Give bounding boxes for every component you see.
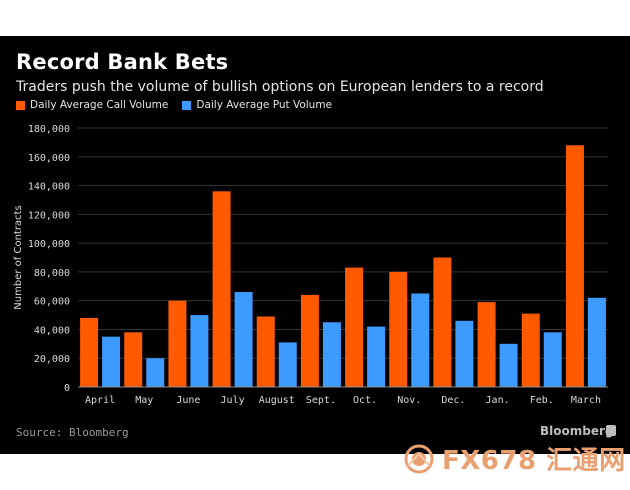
watermark: FX678 汇通网 [404, 440, 626, 477]
y-tick-label: 40,000 [34, 325, 70, 336]
x-tick-label: Sept. [306, 395, 336, 406]
bar-put [278, 342, 297, 387]
legend-label-call: Daily Average Call Volume [30, 99, 169, 111]
y-tick-label: 80,000 [34, 268, 70, 279]
bar-call [565, 145, 584, 387]
bar-put [322, 322, 341, 387]
y-tick-label: 140,000 [28, 182, 70, 193]
bar-call [124, 332, 143, 387]
bar-put [499, 343, 518, 387]
x-tick-label: May [135, 395, 153, 406]
y-axis-label: Number of Contracts [13, 205, 24, 309]
bar-call [168, 300, 187, 387]
bar-call [477, 302, 496, 387]
call-swatch [16, 100, 25, 110]
bar-call [389, 271, 408, 387]
bar-call [256, 316, 275, 387]
bar-put [587, 297, 606, 387]
bar-put [102, 336, 121, 387]
fx678-logo-icon [404, 444, 434, 473]
x-tick-label: Jan. [486, 395, 510, 406]
y-tick-label: 180,000 [28, 124, 70, 135]
chart-subtitle: Traders push the volume of bullish optio… [16, 79, 544, 95]
watermark-text: FX678 汇通网 [442, 446, 626, 476]
bar-put [367, 326, 386, 387]
x-tick-label: March [571, 395, 601, 406]
y-tick-label: 120,000 [28, 210, 70, 221]
y-tick-label: 0 [64, 383, 70, 394]
bar-put [455, 320, 474, 387]
bar-put [234, 292, 253, 387]
y-tick-label: 160,000 [28, 153, 70, 164]
x-tick-label: July [221, 395, 245, 406]
put-swatch [182, 100, 192, 110]
bar-put [190, 315, 209, 387]
bloomberg-icon [606, 425, 616, 436]
x-tick-label: June [176, 395, 200, 406]
y-tick-label: 20,000 [34, 354, 70, 365]
x-tick-label: Oct. [353, 395, 377, 406]
chart-legend: Daily Average Call Volume Daily Average … [16, 99, 346, 111]
bar-put [411, 293, 430, 387]
x-tick-label: April [85, 395, 115, 406]
brand-label: Bloomberg [540, 424, 614, 438]
bar-call [521, 313, 540, 387]
x-tick-label: Nov. [397, 395, 421, 406]
bar-call [433, 257, 452, 387]
x-tick-label: Dec. [441, 395, 465, 406]
bar-call [300, 294, 319, 387]
legend-label-put: Daily Average Put Volume [196, 99, 333, 111]
bar-chart: 0 20,000 40,000 60,000 80,000 100,000 120,000 1… [13, 124, 608, 406]
bar-put [543, 332, 562, 387]
bar-put [146, 358, 165, 387]
bar-call [80, 317, 99, 387]
legend-item-call: Daily Average Call Volume [16, 99, 168, 111]
legend-item-put: Daily Average Put Volume [182, 99, 332, 111]
bar-call [212, 191, 231, 387]
chart-title: Record Bank Bets [16, 50, 229, 74]
source-note: Source: Bloomberg [16, 426, 129, 439]
x-tick-label: Feb. [530, 395, 554, 406]
y-tick-label: 100,000 [28, 239, 70, 250]
y-tick-label: 60,000 [34, 297, 70, 308]
chart-panel: Record Bank Bets Traders push the volume… [0, 36, 630, 454]
bar-call [345, 267, 364, 387]
x-tick-label: August [259, 395, 295, 406]
